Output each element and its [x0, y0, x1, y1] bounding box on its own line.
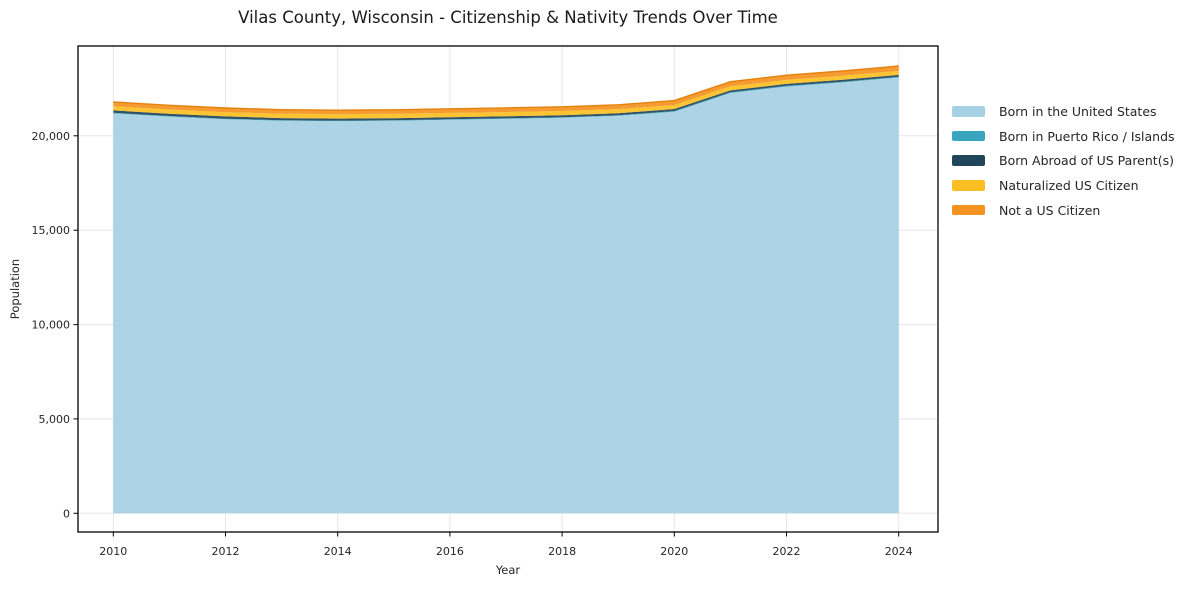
legend-item-born-abroad: Born Abroad of US Parent(s): [952, 148, 1175, 173]
x-tick-label: 2012: [212, 545, 240, 558]
legend-item-naturalized: Naturalized US Citizen: [952, 173, 1175, 198]
y-tick-label: 20,000: [32, 130, 71, 143]
x-tick-label: 2022: [773, 545, 801, 558]
y-axis-label: Population: [8, 259, 22, 319]
area-not-citizen: [113, 66, 899, 115]
x-tick-label: 2014: [324, 545, 352, 558]
stack-top-edge-line: [113, 65, 899, 111]
legend: Born in the United States Born in Puerto …: [952, 99, 1175, 222]
legend-label: Born in Puerto Rico / Islands: [999, 128, 1175, 144]
legend-swatch: [952, 130, 985, 142]
area-born-abroad: [113, 74, 899, 121]
y-tick-label: 0: [63, 507, 70, 520]
area-born-us: [113, 77, 899, 514]
legend-label: Naturalized US Citizen: [999, 177, 1139, 193]
x-tick-label: 2020: [660, 545, 688, 558]
x-tick-label: 2024: [885, 545, 913, 558]
legend-label: Born in the United States: [999, 103, 1157, 119]
legend-item-born-pr-islands: Born in Puerto Rico / Islands: [952, 124, 1175, 149]
legend-swatch: [952, 155, 985, 166]
x-tick-label: 2016: [436, 545, 464, 558]
x-tick-label: 2018: [548, 545, 576, 558]
legend-swatch: [952, 180, 985, 191]
legend-label: Not a US Citizen: [999, 202, 1101, 218]
legend-swatch: [952, 106, 985, 117]
y-tick-label: 15,000: [32, 224, 71, 237]
legend-item-born-us: Born in the United States: [952, 99, 1175, 124]
x-axis-label: Year: [495, 563, 521, 577]
chart-title: Vilas County, Wisconsin - Citizenship & …: [238, 8, 778, 27]
y-tick-label: 10,000: [32, 319, 71, 332]
legend-swatch: [952, 204, 985, 216]
legend-item-not-citizen: Not a US Citizen: [952, 198, 1175, 223]
y-tick-label: 5,000: [39, 413, 71, 426]
plot-border: [77, 45, 939, 533]
area-naturalized: [113, 70, 899, 119]
x-tick-label: 2010: [99, 545, 127, 558]
legend-label: Born Abroad of US Parent(s): [999, 153, 1174, 169]
